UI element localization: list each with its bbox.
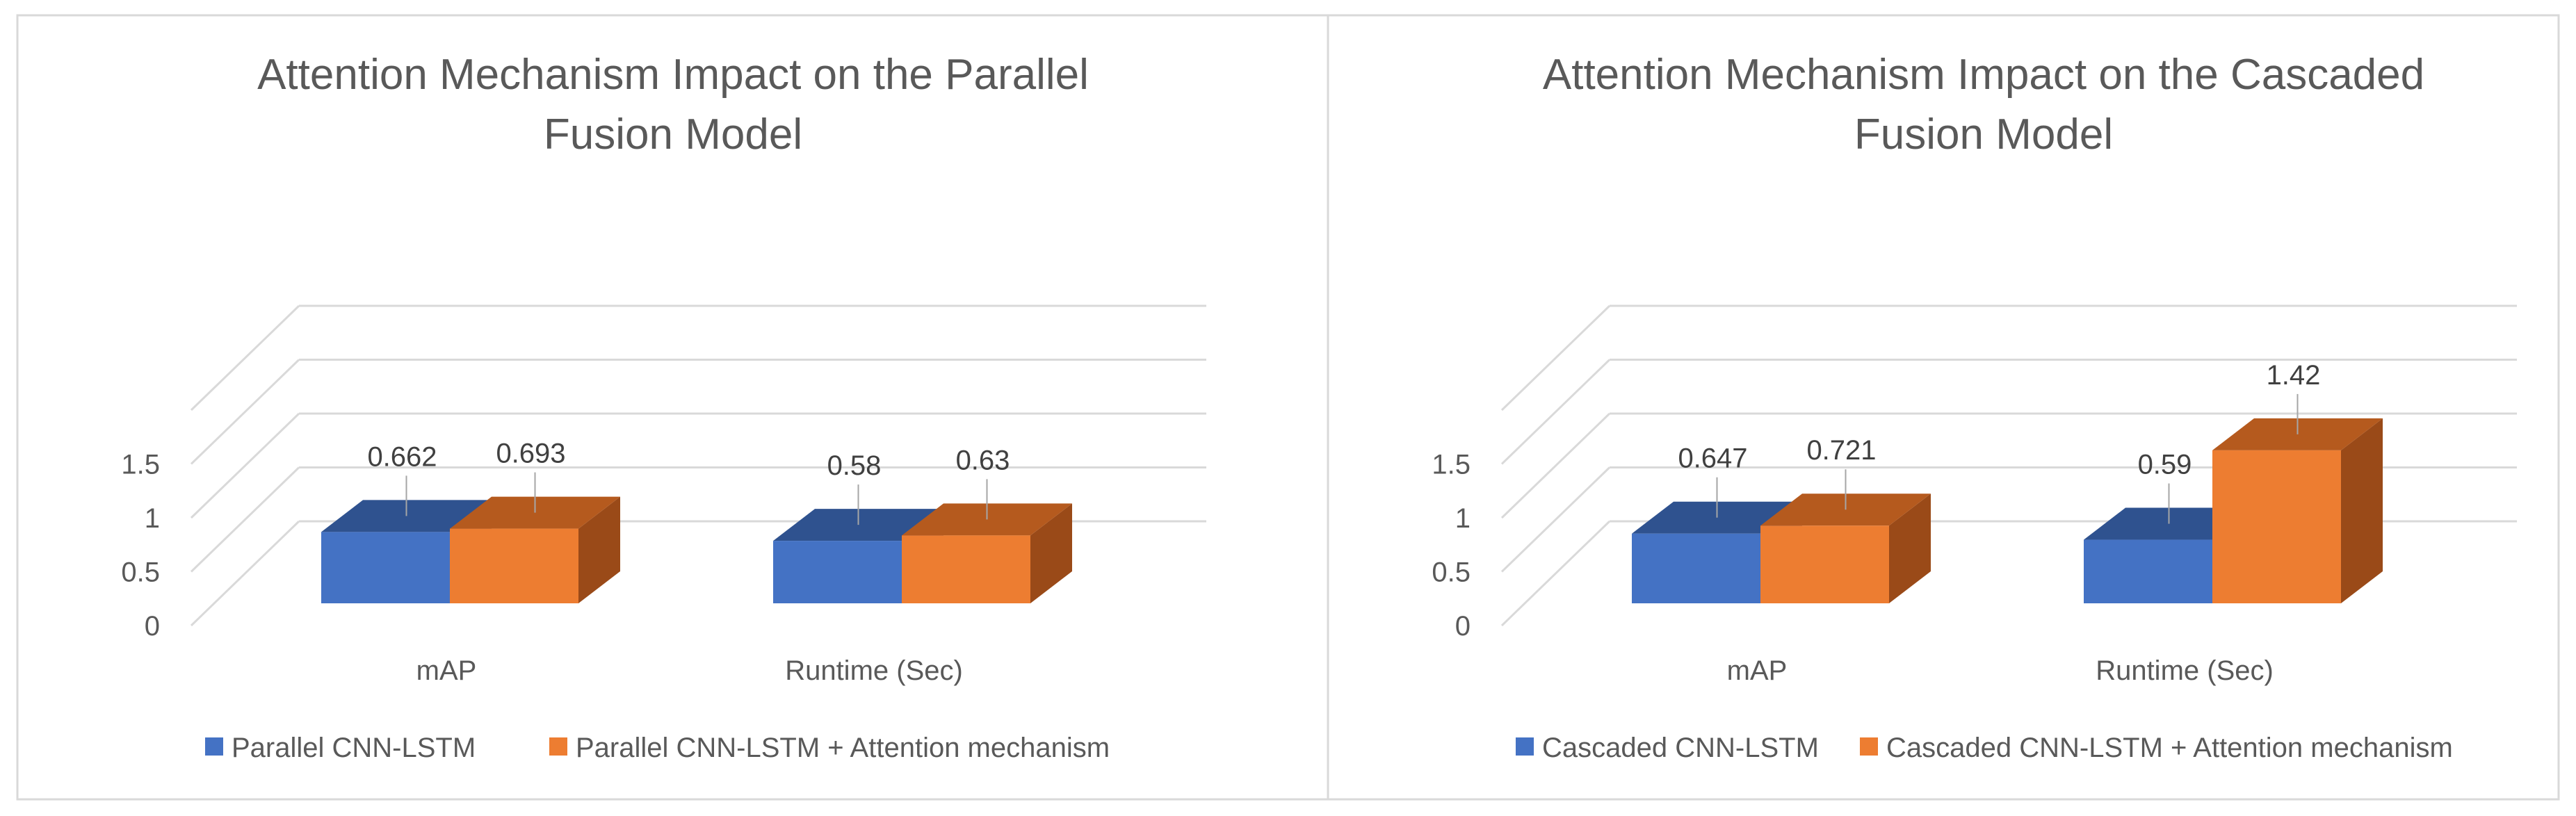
gridline-side-0	[1500, 520, 1611, 627]
parallel-bar-map-series-2	[450, 528, 578, 603]
y-tick-label: 1	[1455, 503, 1471, 534]
gridline-side-1	[190, 466, 300, 573]
y-tick-label: 0	[145, 611, 160, 642]
cascaded-bar-runtime-sec-series-2-side	[2341, 418, 2383, 603]
chart-title-line-2: Fusion Model	[544, 111, 802, 158]
chart-title-line-1: Attention Mechanism Impact on the Parall…	[257, 51, 1089, 99]
y-tick-label: 0.5	[1432, 557, 1471, 588]
cascaded-bar-map-series-1-data-label: 0.647	[1678, 443, 1747, 474]
x-category-label: mAP	[416, 655, 477, 686]
cascaded-bar-runtime-sec-series-1	[2084, 539, 2212, 603]
x-category-label: Runtime (Sec)	[785, 655, 963, 686]
parallel-bar-map-series-1	[321, 532, 450, 603]
parallel-fusion-chart: Attention Mechanism Impact on the Parall…	[16, 14, 1329, 801]
cascaded-bar-map-series-2-data-label: 0.721	[1806, 435, 1876, 466]
parallel-bar-runtime-sec-series-2-side	[1030, 503, 1072, 603]
cascaded-bar-runtime-sec-series-2	[2212, 450, 2341, 603]
gridline-side-4	[190, 304, 300, 411]
gridline-side-0	[190, 520, 300, 627]
parallel-bar-map-series-2-side	[578, 496, 620, 603]
y-tick-label: 1	[145, 503, 160, 534]
legend-swatch-1	[1516, 737, 1534, 756]
y-tick-label: 1.5	[1432, 450, 1471, 480]
chart-title-line-1: Attention Mechanism Impact on the Cascad…	[1543, 51, 2424, 99]
cascaded-bar-map-series-2	[1760, 525, 1889, 603]
legend-swatch-1	[205, 737, 223, 756]
legend-label-1: Parallel CNN-LSTM	[232, 733, 476, 763]
gridline-side-3	[1500, 359, 1611, 465]
parallel-bar-runtime-sec-series-2-data-label: 0.63	[956, 445, 1010, 475]
parallel-bar-runtime-sec-series-1	[773, 541, 902, 603]
legend-label-2: Cascaded CNN-LSTM + Attention mechanism	[1886, 733, 2453, 763]
y-tick-label: 1.5	[121, 450, 160, 480]
legend-label-2: Parallel CNN-LSTM + Attention mechanism	[576, 733, 1110, 763]
legend-swatch-2	[549, 737, 567, 756]
cascaded-bar-runtime-sec-series-2-data-label: 1.42	[2267, 360, 2321, 391]
parallel-bar-map-series-1-data-label: 0.662	[367, 441, 437, 472]
gridline-side-3	[190, 359, 300, 465]
chart-title-line-2: Fusion Model	[1854, 111, 2113, 158]
cascaded-fusion-chart: Attention Mechanism Impact on the Cascad…	[1327, 14, 2560, 801]
cascaded-bar-runtime-sec-series-1-data-label: 0.59	[2138, 450, 2192, 480]
cascaded-bar-map-series-2-side	[1889, 493, 1931, 603]
cascaded-bar-map-series-1	[1632, 533, 1760, 603]
x-category-label: Runtime (Sec)	[2096, 655, 2274, 686]
parallel-bar-runtime-sec-series-2	[902, 535, 1030, 603]
y-tick-label: 0.5	[121, 557, 160, 588]
gridline-side-2	[190, 412, 300, 519]
y-tick-label: 0	[1455, 611, 1471, 642]
cascaded-chart-border	[1327, 14, 2560, 801]
parallel-bar-map-series-2-data-label: 0.693	[496, 439, 565, 469]
legend-label-1: Cascaded CNN-LSTM	[1542, 733, 1819, 763]
parallel-chart-border	[16, 14, 1329, 801]
gridline-side-4	[1500, 304, 1611, 411]
legend-swatch-2	[1860, 737, 1878, 756]
x-category-label: mAP	[1727, 655, 1788, 686]
parallel-bar-runtime-sec-series-1-data-label: 0.58	[827, 450, 882, 481]
gridline-side-1	[1500, 466, 1611, 573]
gridline-side-2	[1500, 412, 1611, 519]
